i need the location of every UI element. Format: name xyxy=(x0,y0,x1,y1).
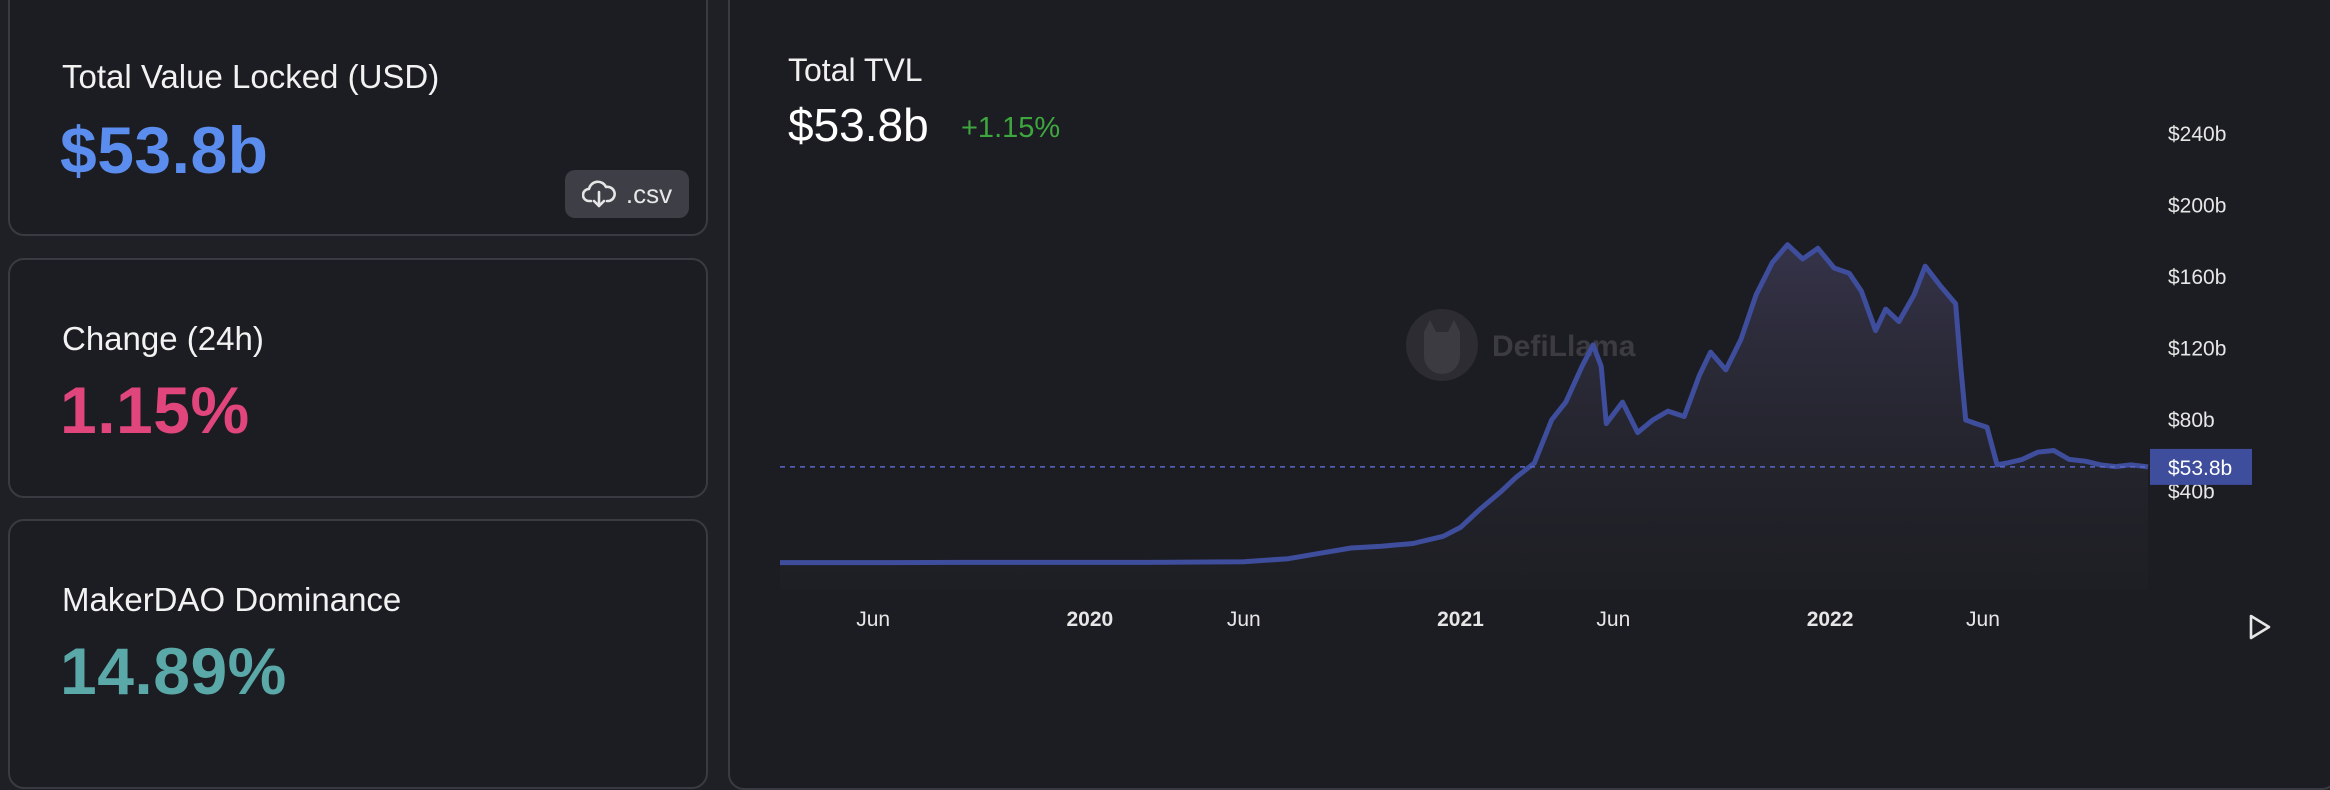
tvl-stat-card: Total Value Locked (USD) $53.8b .csv xyxy=(8,0,708,236)
y-tick-label: $240b xyxy=(2168,123,2226,146)
dominance-stat-value: 14.89% xyxy=(60,634,287,708)
chart-title: Total TVL xyxy=(788,52,923,88)
tvl-series-line xyxy=(780,242,2149,566)
change-stat-value: 1.15% xyxy=(60,373,250,447)
tvl-area-fill xyxy=(780,244,2148,590)
current-value-label: $53.8b xyxy=(2168,457,2232,480)
x-tick-label: Jun xyxy=(1966,608,2000,631)
y-tick-label: $40b xyxy=(2168,481,2215,504)
x-tick-label: 2022 xyxy=(1807,608,1854,631)
chart-change-percent: +1.15% xyxy=(961,112,1061,144)
tvl-chart-card xyxy=(728,0,2330,790)
chart-total-value: $53.8b xyxy=(788,99,929,151)
play-icon[interactable] xyxy=(2244,612,2274,642)
dominance-stat-label: MakerDAO Dominance xyxy=(62,581,402,618)
defillama-watermark: DefiLlama xyxy=(1406,309,1636,381)
x-tick-label: Jun xyxy=(1596,608,1630,631)
y-axis: $40b $80b $120b $160b $200b $240b xyxy=(2168,123,2226,504)
current-value-tag: $53.8b xyxy=(2150,448,2252,485)
cloud-download-icon xyxy=(581,180,616,208)
tvl-stat-value: $53.8b xyxy=(60,113,269,187)
x-tick-label: 2020 xyxy=(1066,608,1113,631)
y-tick-label: $200b xyxy=(2168,194,2226,217)
csv-button-label: .csv xyxy=(625,178,673,209)
x-tick-label: Jun xyxy=(856,608,890,631)
x-axis: Jun 2020 Jun 2021 Jun 2022 Jun xyxy=(856,608,2000,631)
change-stat-label: Change (24h) xyxy=(62,320,264,357)
x-tick-label: Jun xyxy=(1227,608,1261,631)
tvl-stat-label: Total Value Locked (USD) xyxy=(62,58,440,95)
x-tick-label: 2021 xyxy=(1437,608,1484,631)
watermark-text: DefiLlama xyxy=(1492,330,1636,363)
dominance-stat-card: MakerDAO Dominance 14.89% xyxy=(8,519,708,789)
tvl-area-chart[interactable]: DefiLlama $40b $80b $120b $160b $200b $240b J… xyxy=(0,0,2330,756)
y-tick-label: $160b xyxy=(2168,266,2226,289)
change-stat-card: Change (24h) 1.15% xyxy=(8,258,708,498)
y-tick-label: $80b xyxy=(2168,409,2215,432)
y-tick-label: $120b xyxy=(2168,337,2226,360)
download-csv-button[interactable]: .csv xyxy=(565,170,689,218)
